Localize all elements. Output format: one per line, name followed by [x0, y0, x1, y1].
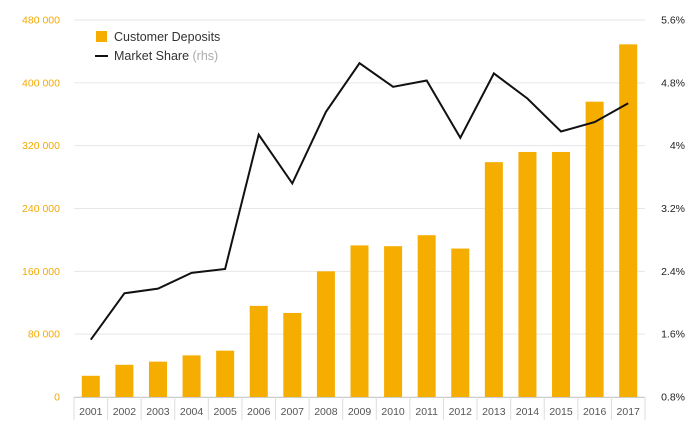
x-tick-label: 2015 — [549, 406, 573, 418]
y-left-tick-label: 400 000 — [22, 77, 60, 89]
x-tick-label: 2006 — [247, 406, 271, 418]
y-left-tick-label: 240 000 — [22, 203, 60, 215]
bar-2015 — [552, 151, 571, 397]
x-tick-label: 2002 — [113, 406, 137, 418]
x-tick-label: 2001 — [79, 406, 103, 418]
bar-2002 — [115, 364, 134, 397]
y-axis-right: 0.8% 1.6% 2.4% 3.2% 4% 4.8% 5.6% — [661, 15, 685, 404]
x-tick-label: 2007 — [281, 406, 305, 418]
y-left-tick-label: 0 — [54, 392, 60, 404]
bar-2006 — [249, 305, 268, 397]
legend-label-market-share-suffix: (rhs) — [193, 49, 219, 63]
x-tick-label: 2008 — [314, 406, 338, 418]
bar-series-customer-deposits — [81, 44, 638, 398]
bar-2009 — [350, 245, 369, 397]
y-axis-left: 0 80 000 160 000 240 000 320 000 400 000 480 0… — [22, 15, 60, 404]
y-left-tick-label: 480 000 — [22, 15, 60, 27]
x-tick-label: 2017 — [617, 406, 641, 418]
bar-2005 — [216, 350, 235, 397]
legend-label-market-share: Market Share (rhs) — [114, 49, 218, 63]
legend: Customer Deposits Market Share (rhs) — [95, 30, 220, 63]
x-tick-label: 2005 — [213, 406, 237, 418]
bar-2011 — [417, 235, 436, 397]
x-tick-label: 2009 — [348, 406, 372, 418]
x-tick-label: 2011 — [415, 406, 438, 418]
y-right-tick-label: 0.8% — [661, 392, 685, 404]
bar-2008 — [316, 271, 335, 397]
legend-label-customer-deposits: Customer Deposits — [114, 30, 220, 44]
x-tick-label: 2004 — [180, 406, 204, 418]
y-right-tick-label: 1.6% — [661, 329, 685, 341]
bar-2003 — [148, 361, 167, 397]
y-right-tick-label: 3.2% — [661, 203, 685, 215]
bar-2013 — [484, 162, 503, 397]
legend-label-market-share-name: Market Share — [114, 49, 189, 63]
bar-2010 — [384, 246, 403, 397]
x-axis: 2001 2002 2003 2004 2005 2006 2007 2008 2009 2010… — [73, 397, 646, 420]
bar-2016 — [585, 101, 604, 397]
y-right-tick-label: 2.4% — [661, 266, 685, 278]
y-left-tick-label: 320 000 — [22, 140, 60, 152]
legend-swatch-customer-deposits — [96, 31, 107, 42]
bar-2004 — [182, 355, 201, 397]
bar-2012 — [451, 248, 470, 397]
y-right-tick-label: 5.6% — [661, 15, 685, 27]
bar-2007 — [283, 312, 302, 397]
y-left-tick-label: 160 000 — [22, 266, 60, 278]
y-right-tick-label: 4.8% — [661, 77, 685, 89]
x-tick-label: 2016 — [583, 406, 607, 418]
bar-2017 — [619, 44, 638, 398]
line-series-market-share — [89, 61, 629, 341]
x-tick-label: 2010 — [381, 406, 405, 418]
x-tick-label: 2003 — [146, 406, 170, 418]
bar-2014 — [518, 151, 537, 397]
y-left-tick-label: 80 000 — [28, 329, 60, 341]
x-tick-label: 2013 — [482, 406, 506, 418]
y-right-tick-label: 4% — [670, 140, 685, 152]
x-tick-label: 2014 — [516, 406, 540, 418]
x-tick-label: 2012 — [449, 406, 473, 418]
bar-2001 — [81, 375, 100, 397]
